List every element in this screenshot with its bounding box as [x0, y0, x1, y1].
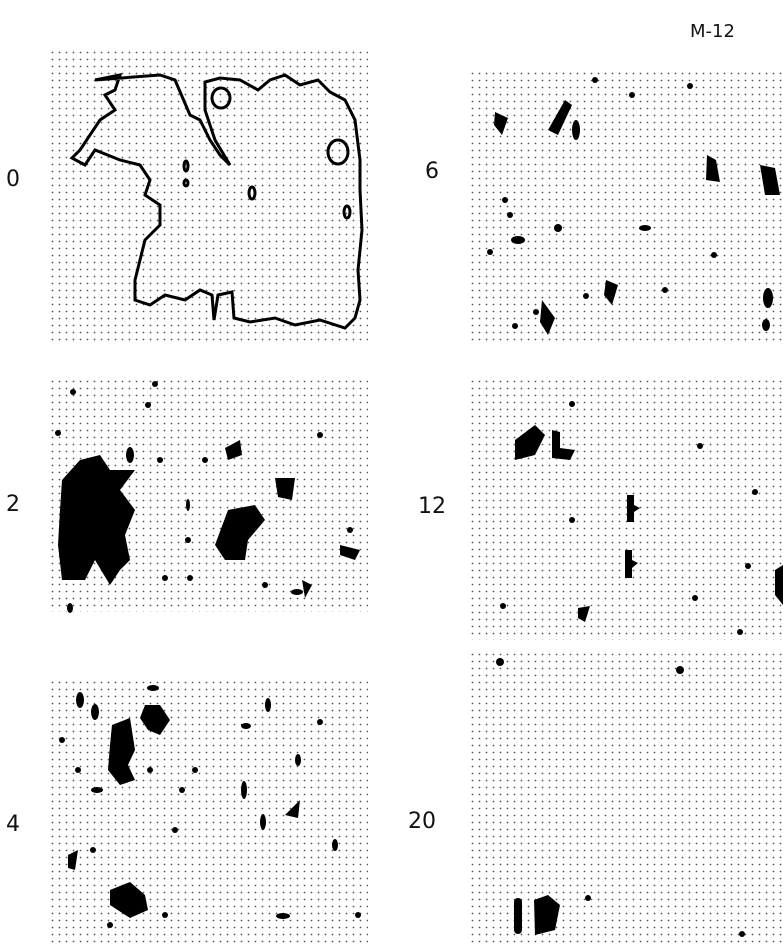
dot-grid [470, 70, 783, 342]
panel-label: 0 [6, 167, 20, 192]
panel-label: 12 [418, 494, 446, 519]
panel-label: 2 [6, 492, 20, 517]
figure-id: M-12 [690, 21, 735, 42]
dot-grid [470, 378, 783, 640]
panel-label: 6 [425, 159, 439, 184]
page: {"header": {"label": "M-12"}, "panels": … [0, 0, 783, 948]
panel-label: 20 [408, 809, 436, 834]
dot-grid [48, 48, 368, 342]
panel-label: 4 [6, 812, 20, 837]
figure: M-12 0 6 2 12 4 20 [0, 0, 783, 944]
